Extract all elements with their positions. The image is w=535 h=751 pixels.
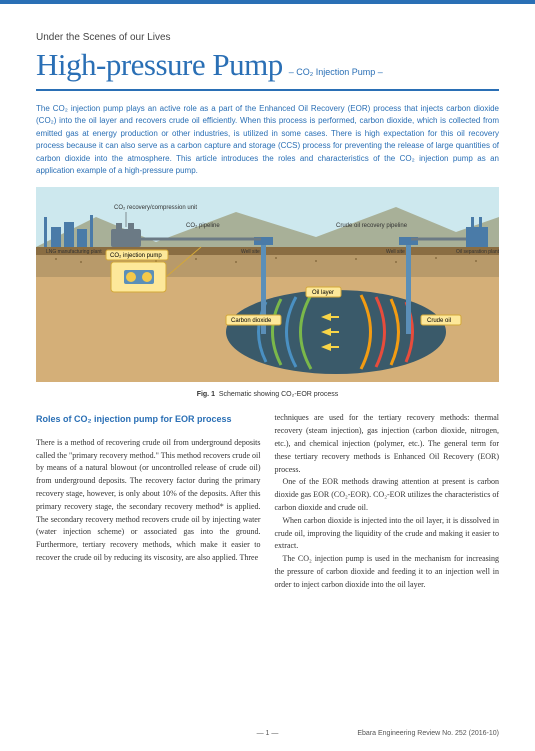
overline: Under the Scenes of our Lives [36,32,499,43]
column-left: Roles of CO₂ injection pump for EOR proc… [36,412,261,591]
title-row: High-pressure Pump – CO₂ Injection Pump … [36,47,499,91]
body-p4: When carbon dioxide is injected into the… [275,515,500,553]
eor-schematic-diagram: CO₂ recovery/compression unit CO₂ pipeli… [36,187,499,382]
label-crude: Crude oil [427,318,451,324]
label-well-2: Well site [386,249,405,255]
label-pipeline: CO₂ pipeline [186,223,220,229]
label-recovery-unit: CO₂ recovery/compression unit [114,205,197,211]
body-p5: The CO₂ injection pump is used in the me… [275,553,500,591]
label-oil-layer: Oil layer [312,290,334,296]
label-lng: LNG manufacturing plant [46,249,102,255]
publication-info: Ebara Engineering Review No. 252 (2016-1… [357,730,499,737]
label-injection-pump: CO₂ injection pump [110,253,162,259]
subtitle: – CO₂ Injection Pump – [289,67,383,77]
figure-caption-text: Schematic showing CO₂-EOR process [219,391,338,398]
figure-label: Fig. 1 [197,391,215,398]
body-p1: There is a method of recovering crude oi… [36,437,261,565]
label-co2: Carbon dioxide [231,318,272,324]
intro-paragraph: The CO₂ injection pump plays an active r… [36,103,499,177]
column-right: techniques are used for the tertiary rec… [275,412,500,591]
body-columns: Roles of CO₂ injection pump for EOR proc… [36,412,499,591]
footer: — 1 — Ebara Engineering Review No. 252 (… [36,730,499,737]
label-recovery-pipeline: Crude oil recovery pipeline [336,223,408,229]
label-sep-plant: Oil separation plant [456,249,499,255]
figure-caption: Fig. 1 Schematic showing CO₂-EOR process [36,391,499,398]
body-p3: One of the EOR methods drawing attention… [275,476,500,514]
page-title: High-pressure Pump [36,47,283,83]
body-p2: techniques are used for the tertiary rec… [275,412,500,476]
section-heading: Roles of CO₂ injection pump for EOR proc… [36,412,261,426]
label-well-1: Well site [241,249,260,255]
